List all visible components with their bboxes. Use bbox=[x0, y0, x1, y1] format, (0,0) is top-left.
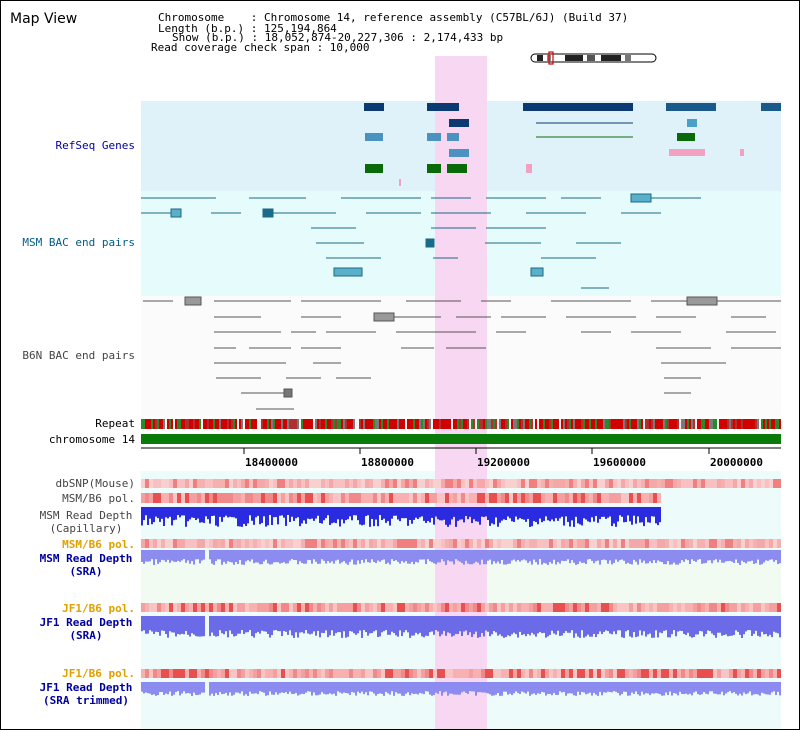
dbsnp-label: dbSNP(Mouse) bbox=[55, 477, 135, 490]
show-range-info: Show (b.p.) : 18,052,874-20,227,306 : 2,… bbox=[172, 31, 504, 44]
b6n-bac-end-pairs-track[interactable] bbox=[143, 296, 781, 410]
msm-depth-capillary-line1: MSM Read Depth bbox=[39, 509, 133, 522]
page-title: Map View bbox=[10, 11, 78, 27]
axis-tick-label: 18800000 bbox=[361, 456, 414, 469]
msm-b6-pol-label: MSM/B6 pol. bbox=[62, 492, 135, 505]
chromosome-label: chromosome 14 bbox=[48, 433, 135, 446]
read-depth-tracks[interactable] bbox=[141, 507, 781, 696]
axis-tick-label: 20000000 bbox=[710, 456, 763, 469]
length-info: Length (b.p.) : 125,194,864 bbox=[158, 22, 337, 35]
msm-depth-sra-label: MSM Read Depth (SRA) bbox=[16, 552, 156, 578]
jf1-pol-label-2: JF1/B6 pol. bbox=[62, 667, 135, 680]
msm-b6-pol-label-2: MSM/B6 pol. bbox=[62, 538, 135, 551]
refseq-genes-label: RefSeq Genes bbox=[55, 139, 135, 152]
polymorphism-bands[interactable] bbox=[141, 479, 781, 678]
jf1-depth-sra-label: JF1 Read Depth (SRA) bbox=[16, 616, 156, 642]
msm-depth-sra-line1: MSM Read Depth bbox=[39, 552, 133, 565]
repeat-track[interactable] bbox=[141, 419, 781, 429]
chromosome-ideogram[interactable] bbox=[530, 51, 657, 65]
msm-depth-sra-line2: (SRA) bbox=[69, 565, 103, 578]
axis-tick-label: 19600000 bbox=[593, 456, 646, 469]
coverage-span-info: Read coverage check span : 10,000 bbox=[151, 41, 370, 54]
jf1-depth-trimmed-label: JF1 Read Depth (SRA trimmed) bbox=[16, 681, 156, 707]
jf1-depth-trimmed-line2: (SRA trimmed) bbox=[42, 694, 130, 707]
b6n-bac-label: B6N BAC end pairs bbox=[22, 349, 135, 362]
msm-bac-end-pairs-track[interactable] bbox=[141, 193, 701, 289]
refseq-genes-track[interactable] bbox=[364, 103, 781, 186]
axis-tick-label: 19200000 bbox=[477, 456, 530, 469]
msm-depth-capillary-line2: (Capillary) bbox=[49, 522, 123, 535]
axis-tick-label: 18400000 bbox=[245, 456, 298, 469]
jf1-pol-label-1: JF1/B6 pol. bbox=[62, 602, 135, 615]
chromosome-bar[interactable] bbox=[141, 434, 781, 444]
position-axis bbox=[141, 447, 781, 454]
msm-depth-capillary-label: MSM Read Depth (Capillary) bbox=[6, 509, 166, 535]
chromosome-info: Chromosome : Chromosome 14, reference as… bbox=[158, 11, 629, 24]
jf1-depth-trimmed-line1: JF1 Read Depth bbox=[39, 681, 133, 694]
repeat-label: Repeat bbox=[95, 417, 135, 430]
msm-bac-label: MSM BAC end pairs bbox=[22, 236, 135, 249]
jf1-depth-sra-line1: JF1 Read Depth bbox=[39, 616, 133, 629]
jf1-depth-sra-line2: (SRA) bbox=[69, 629, 103, 642]
